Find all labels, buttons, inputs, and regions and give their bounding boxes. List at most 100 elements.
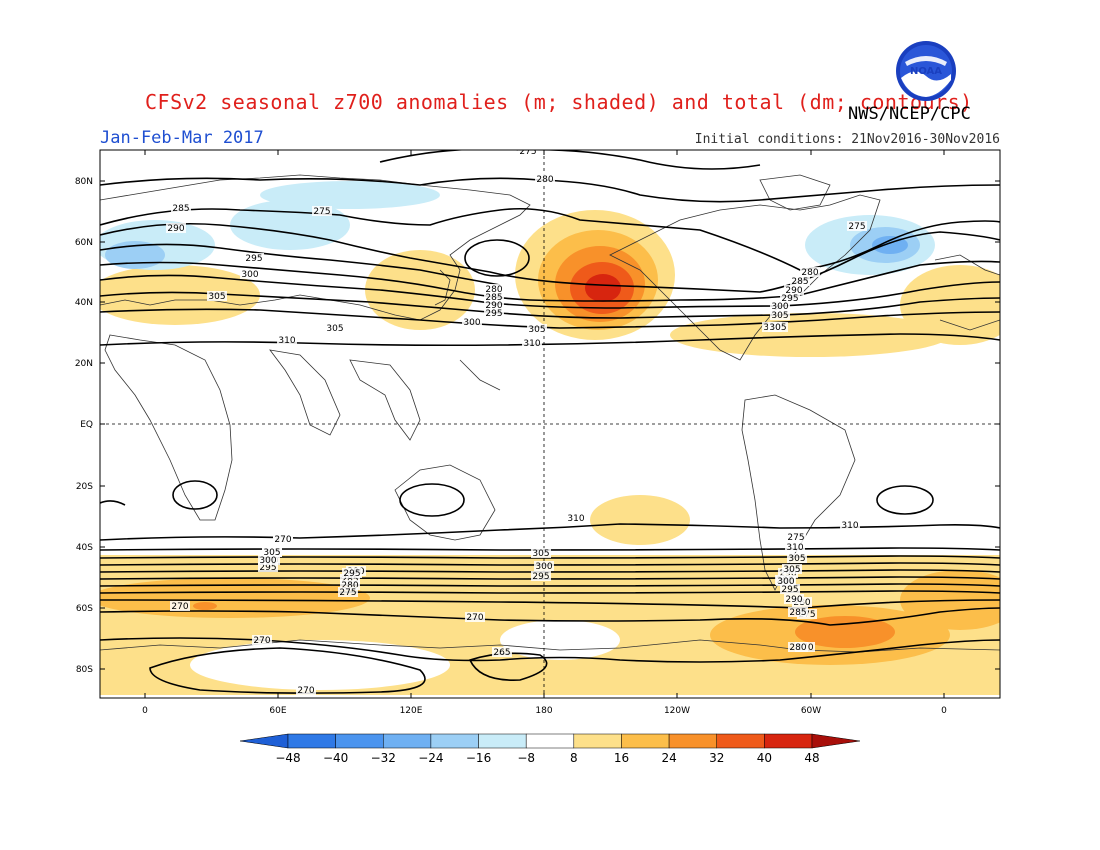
contour-label: 305 [263, 548, 280, 558]
colorbar-tick-label: −8 [517, 751, 535, 765]
contour-label: 310 [278, 336, 295, 346]
chart-title: CFSv2 seasonal z700 anomalies (m; shaded… [145, 90, 973, 114]
reference-lines [100, 150, 1000, 698]
colorbar-box [287, 733, 336, 749]
contour-label: 290 [167, 224, 184, 234]
colorbar-box [478, 733, 527, 749]
longitude-label: 0 [142, 706, 148, 716]
contour-label: 295 [781, 585, 798, 595]
colorbar-tick-label: 48 [804, 751, 819, 765]
contour-label: 305 [788, 554, 805, 564]
contour-label: 300 [777, 577, 794, 587]
contour-label: 295 [245, 254, 262, 264]
contour-label: 290 [485, 301, 502, 311]
contour-label: 280 [801, 268, 818, 278]
contour-label: 300 [463, 318, 480, 328]
colorbar: −48 −40 −32 −24 −16 −8 8 16 24 32 40 48 [239, 733, 861, 765]
contour-label: 270 [253, 636, 270, 646]
latitude-label: 40S [76, 543, 93, 553]
colorbar-box [430, 733, 479, 749]
contour-label: 295 [343, 569, 360, 579]
longitude-label: 180 [535, 706, 552, 716]
latitude-label: 80S [76, 665, 93, 675]
contour-label: 300 [771, 302, 788, 312]
colorbar-box [335, 733, 384, 749]
contour-label: 310 [786, 543, 803, 553]
contour-label: 295 [781, 294, 798, 304]
colorbar-tick-label: 8 [570, 751, 578, 765]
colorbar-box [621, 733, 670, 749]
contour-label: 300 [535, 562, 552, 572]
contour-label: 290 [785, 286, 802, 296]
longitude-label: 0 [941, 706, 947, 716]
latitude-label: 80N [75, 177, 93, 187]
contour-label: 270 [274, 535, 291, 545]
colorbar-tick-label: −32 [371, 751, 396, 765]
contour-label: 280 [536, 175, 553, 185]
noaa-logo-icon: NOAA [896, 41, 956, 101]
contour-label: 295 [259, 563, 276, 573]
latitude-label: 40N [75, 298, 93, 308]
latitude-label: 20N [75, 359, 93, 369]
colorbar-box [383, 733, 432, 749]
latitude-label: EQ [80, 420, 93, 430]
colorbar-tick-label: 24 [661, 751, 676, 765]
latitude-label: 60S [76, 604, 93, 614]
colorbar-tick-label: 32 [709, 751, 724, 765]
contour-label: 270 [466, 613, 483, 623]
contour-labels: 2752802752852902953003053102802852902953… [166, 147, 867, 696]
colorbar-box [716, 733, 765, 749]
colorbar-box [764, 733, 813, 749]
contour-label: 290 [785, 595, 802, 605]
initial-conditions-label: Initial conditions: 21Nov2016-30Nov2016 [694, 132, 1000, 147]
colorbar-box [573, 733, 622, 749]
contour-label: 280 [485, 285, 502, 295]
longitude-label: 60W [801, 706, 821, 716]
contour-label: 270 [297, 686, 314, 696]
period-label: Jan-Feb-Mar 2017 [100, 128, 264, 148]
contour-label: 285 [485, 293, 502, 303]
contour-label: 305 [771, 311, 788, 321]
colorbar-max-arrow [811, 733, 861, 749]
contour-label: 305 [326, 324, 343, 334]
contour-label: 285 [791, 277, 808, 287]
contour-label: 280 [789, 643, 806, 653]
contour-label: 295 [485, 309, 502, 319]
contour-label: 310 [841, 521, 858, 531]
colorbar-tick-label: −48 [275, 751, 300, 765]
contour-label: 300 [241, 270, 258, 280]
colorbar-tick-label: 16 [614, 751, 629, 765]
latitude-axis: 80N 60N 40N 20N EQ 20S 40S 60S 80S [75, 177, 1000, 675]
colorbar-box [668, 733, 717, 749]
longitude-label: 120W [664, 706, 690, 716]
logo-text: NOAA [910, 66, 942, 77]
contour-label: 310 [567, 514, 584, 524]
longitude-label: 120E [400, 706, 423, 716]
contour-label: 305 [208, 292, 225, 302]
contour-label: 275 [848, 222, 865, 232]
latitude-label: 60N [75, 238, 93, 248]
colorbar-min-arrow [239, 733, 289, 749]
contour-label: 305 [528, 325, 545, 335]
contour-label: 275 [519, 147, 536, 157]
latitude-label: 20S [76, 482, 93, 492]
colorbar-box [525, 733, 575, 749]
longitude-label: 60E [269, 706, 286, 716]
agency-label: NWS/NCEP/CPC [848, 104, 971, 124]
contour-label: 275 [339, 588, 356, 598]
anomaly-shading-negative [100, 181, 935, 275]
contour-label: 310 [523, 339, 540, 349]
contour-label: 305 [783, 565, 800, 575]
contour-label: 275 [313, 207, 330, 217]
contour-label: 300 [259, 556, 276, 566]
contour-label: 305 [532, 549, 549, 559]
colorbar-tick-label: −40 [323, 751, 348, 765]
map-area: 2752802752852902953003053102802852902953… [100, 147, 1000, 698]
colorbar-tick-label: 40 [757, 751, 772, 765]
colorbar-tick-label: −24 [418, 751, 443, 765]
longitude-axis: 0 60E 120E 180 120W 60W 0 [142, 150, 947, 716]
contour-label: 295 [532, 572, 549, 582]
contour-label: 270 [171, 602, 188, 612]
colorbar-tick-label: −16 [466, 751, 491, 765]
